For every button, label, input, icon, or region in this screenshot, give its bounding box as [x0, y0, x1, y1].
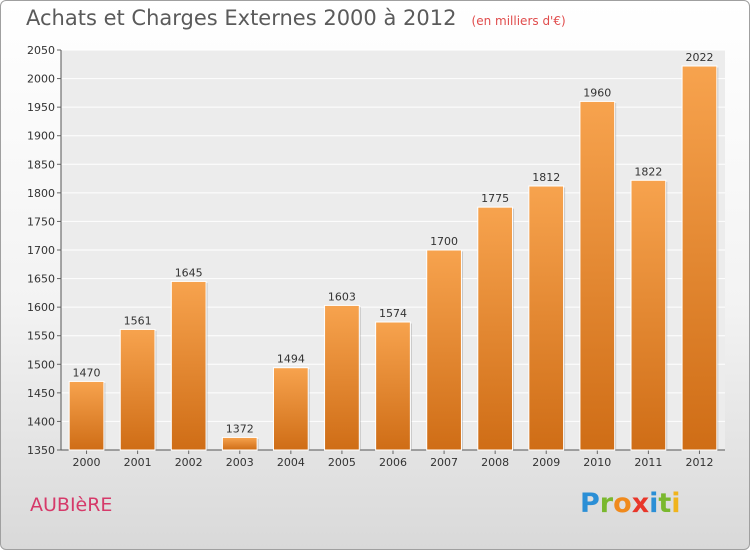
y-tick-label: 1850: [27, 158, 55, 171]
y-tick-label: 1900: [27, 130, 55, 143]
x-tick-label-2008: 2008: [481, 456, 509, 469]
value-label-2011: 1822: [634, 165, 662, 178]
logo-letter: i: [649, 488, 659, 519]
y-tick-label: 1550: [27, 330, 55, 343]
town-name: AUBIèRE: [30, 494, 113, 516]
x-tick-label-2010: 2010: [583, 456, 611, 469]
bar-2001: [119, 328, 156, 451]
bar-2011: [630, 179, 667, 451]
bar-2003: [221, 436, 258, 451]
x-tick-label-2009: 2009: [532, 456, 560, 469]
y-tick-label: 1800: [27, 187, 55, 200]
x-tick-label-2006: 2006: [379, 456, 407, 469]
tick-labels: 1350 1400 1450 1500 1550 1600 1650 1700 1750 1800…: [27, 44, 713, 469]
value-label-2008: 1775: [481, 192, 509, 205]
value-label-2009: 1812: [532, 171, 560, 184]
y-tick-label: 1600: [27, 301, 55, 314]
x-tick-label-2002: 2002: [175, 456, 203, 469]
value-label-2004: 1494: [277, 353, 305, 366]
logo-letter: t: [658, 488, 672, 519]
value-label-2000: 1470: [73, 366, 101, 379]
bar-2005: [324, 304, 360, 451]
value-labels: 1470 1561 1645 1372 1494 1603 1574 1700 1775 1812…: [73, 51, 714, 435]
bars: [68, 65, 719, 451]
value-label-2002: 1645: [175, 266, 203, 279]
value-label-2007: 1700: [430, 235, 458, 248]
logo-letter: i: [671, 488, 681, 519]
bar-2000: [68, 380, 105, 451]
y-tick-label: 1750: [27, 215, 55, 228]
logo-letter: x: [631, 488, 650, 519]
bar-2007: [426, 249, 462, 451]
x-tick-label-2004: 2004: [277, 456, 305, 469]
y-tick-label: 1400: [27, 415, 55, 428]
x-tick-label-2001: 2001: [124, 456, 152, 469]
x-tick-label-2012: 2012: [685, 456, 713, 469]
bar-2004: [272, 367, 309, 451]
chart-subtitle: (en milliers d'€): [471, 14, 566, 28]
value-label-2010: 1960: [583, 86, 611, 99]
bar-2002: [170, 280, 207, 451]
logo-letter: r: [599, 488, 614, 519]
y-tick-label: 1500: [27, 358, 55, 371]
value-label-2012: 2022: [685, 51, 713, 64]
y-tick-label: 1350: [27, 444, 55, 457]
y-tick-label: 2000: [27, 73, 55, 86]
x-tick-label-2003: 2003: [226, 456, 254, 469]
y-tick-label: 1950: [27, 101, 55, 114]
value-label-2003: 1372: [226, 422, 254, 435]
chart-title-area: Achats et Charges Externes 2000 à 2012 (…: [26, 6, 566, 30]
x-tick-label-2007: 2007: [430, 456, 458, 469]
bar-2008: [477, 206, 514, 451]
x-tick-label-2005: 2005: [328, 456, 356, 469]
value-label-2001: 1561: [124, 314, 152, 327]
x-tick-label-2011: 2011: [634, 456, 662, 469]
logo-letter: P: [580, 488, 600, 519]
value-label-2006: 1574: [379, 307, 407, 320]
bar-2010: [579, 100, 616, 451]
bar-2006: [375, 321, 411, 451]
proxiti-logo: Proxiti: [580, 488, 681, 519]
x-tick-label-2000: 2000: [73, 456, 101, 469]
y-tick-label: 1450: [27, 387, 55, 400]
y-tick-label: 2050: [27, 44, 55, 57]
y-tick-label: 1650: [27, 273, 55, 286]
bar-2012: [681, 65, 718, 451]
y-tick-label: 1700: [27, 244, 55, 257]
logo-letter: o: [613, 488, 632, 519]
value-label-2005: 1603: [328, 290, 356, 303]
chart-title: Achats et Charges Externes 2000 à 2012: [26, 6, 457, 30]
bar-2009: [528, 185, 565, 451]
